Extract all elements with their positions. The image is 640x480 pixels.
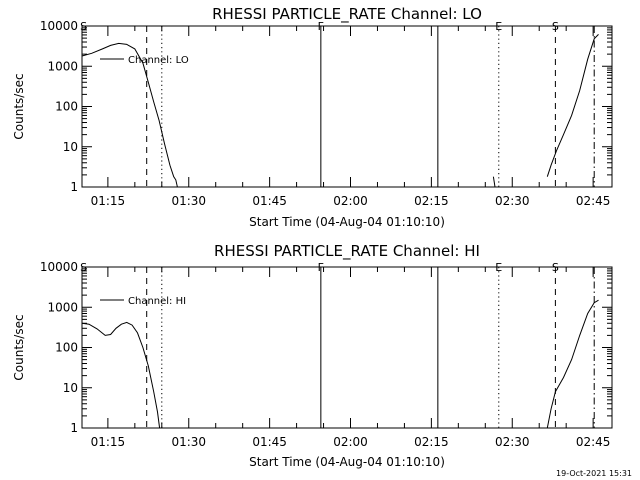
x-tick-label: 01:15	[91, 435, 126, 449]
event-marker-label: S	[552, 20, 559, 33]
event-marker-label: S	[80, 261, 87, 274]
chart-title: RHESSI PARTICLE_RATE Channel: HI	[214, 242, 480, 261]
x-tick-label: 02:45	[576, 194, 611, 208]
y-tick-label: 1000	[47, 300, 78, 314]
y-tick-label: 1	[70, 421, 78, 435]
x-tick-label: 02:15	[414, 194, 449, 208]
y-tick-label: 10	[63, 140, 78, 154]
x-tick-label: 02:15	[414, 435, 449, 449]
event-marker-label: E	[495, 20, 502, 33]
x-axis-label: Start Time (04-Aug-04 01:10:10)	[249, 215, 445, 229]
y-tick-label: 100	[55, 341, 78, 355]
x-axis-label: Start Time (04-Aug-04 01:10:10)	[249, 455, 445, 469]
x-tick-label: 02:00	[333, 194, 368, 208]
x-tick-label: 01:45	[252, 194, 287, 208]
y-axis-label: Counts/sec	[12, 314, 26, 380]
y-tick-label: 1000	[47, 59, 78, 73]
legend-label: Channel: LO	[128, 55, 189, 66]
lo-channel-panel: RHESSI PARTICLE_RATE Channel: LO 1 10 100 10…	[12, 5, 613, 229]
chart-title: RHESSI PARTICLE_RATE Channel: LO	[212, 5, 482, 24]
x-tick-label: 02:30	[495, 435, 530, 449]
legend-label: Channel: HI	[128, 296, 186, 307]
timestamp-footer: 19-Oct-2021 15:31	[556, 469, 632, 478]
hi-channel-panel: RHESSI PARTICLE_RATE Channel: HI 1 10 100 10…	[12, 242, 613, 469]
x-tick-label: 01:30	[171, 435, 206, 449]
event-marker-label: F	[318, 261, 324, 274]
x-tick-label: 01:45	[252, 435, 287, 449]
series-line	[81, 42, 178, 188]
series-line	[81, 321, 161, 429]
y-axis-label: Counts/sec	[12, 73, 26, 139]
event-marker-label: S	[552, 261, 559, 274]
event-marker-label: F	[318, 20, 324, 33]
y-tick-label: 10000	[40, 19, 78, 33]
x-tick-label: 02:00	[333, 435, 368, 449]
series-line	[492, 176, 496, 188]
series-line	[546, 299, 599, 429]
x-tick-label: 01:30	[171, 194, 206, 208]
x-tick-label: 02:30	[495, 194, 530, 208]
series-line	[546, 34, 599, 177]
event-marker-label: E	[495, 261, 502, 274]
x-tick-label: 02:45	[576, 435, 611, 449]
x-tick-label: 01:15	[91, 194, 126, 208]
y-tick-label: 100	[55, 100, 78, 114]
event-marker-label: S	[80, 20, 87, 33]
y-tick-label: 1	[70, 180, 78, 194]
y-tick-label: 10	[63, 381, 78, 395]
y-tick-label: 10000	[40, 260, 78, 274]
